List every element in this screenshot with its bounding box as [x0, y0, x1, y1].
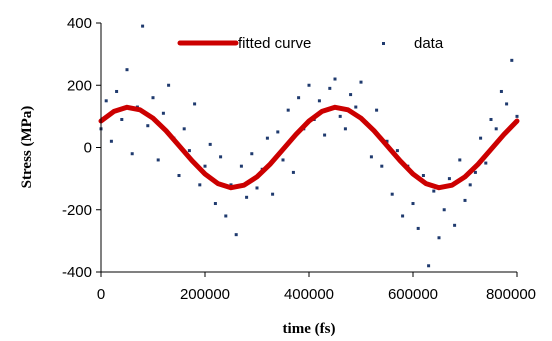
data-point	[281, 158, 285, 162]
data-point	[401, 214, 405, 218]
data-point	[369, 155, 373, 159]
data-point	[203, 164, 207, 168]
fitted-curve-line	[98, 104, 520, 191]
data-point	[416, 226, 420, 230]
data-point	[234, 233, 238, 237]
data-point	[494, 127, 498, 131]
data-point	[354, 105, 358, 109]
y-axis-title: Stress (MPa)	[19, 106, 35, 189]
data-point	[421, 174, 425, 178]
data-point	[291, 170, 295, 174]
data-point	[442, 208, 446, 212]
data-point	[333, 77, 337, 81]
data-point	[515, 114, 519, 118]
data-point	[161, 111, 165, 115]
data-point	[484, 161, 488, 165]
data-point	[317, 99, 321, 103]
data-point	[427, 264, 431, 268]
data-point	[343, 127, 347, 131]
legend: fitted curve data	[177, 35, 444, 52]
x-tick-label: 200000	[180, 286, 230, 303]
data-point	[156, 158, 160, 162]
data-point	[411, 202, 415, 206]
data-point	[323, 133, 327, 137]
data-point	[276, 130, 280, 134]
data-point	[109, 139, 113, 143]
data-point	[359, 80, 363, 84]
data-point	[239, 164, 243, 168]
data-point	[447, 177, 451, 181]
data-point	[187, 149, 191, 153]
data-point	[510, 58, 514, 62]
data-point	[198, 183, 202, 187]
y-tick-label: 400	[67, 15, 92, 32]
data-point	[349, 93, 353, 97]
data-point	[151, 96, 155, 100]
data-point	[395, 149, 399, 153]
x-tick-label: 400000	[284, 286, 334, 303]
data-point	[182, 127, 186, 131]
data-point	[245, 195, 249, 199]
data-point	[167, 83, 171, 87]
data-point	[265, 136, 269, 140]
data-point	[193, 102, 197, 106]
y-tick-label: 0	[84, 140, 92, 157]
data-point	[499, 89, 503, 93]
data-point	[505, 102, 509, 106]
data-point	[177, 174, 181, 178]
data-point	[468, 183, 472, 187]
data-point	[328, 86, 332, 90]
y-tick-labels: 400 200 0 -200 -400	[62, 15, 101, 281]
y-tick-label: 200	[67, 77, 92, 94]
data-points	[99, 24, 519, 268]
data-point	[380, 164, 384, 168]
data-point	[213, 202, 217, 206]
data-point	[458, 158, 462, 162]
data-point	[297, 96, 301, 100]
data-point	[453, 223, 457, 227]
axes	[100, 23, 517, 273]
data-point	[208, 142, 212, 146]
data-point	[307, 83, 311, 87]
x-axis-title: time (fs)	[283, 321, 336, 337]
data-point	[432, 189, 436, 193]
data-point	[104, 99, 108, 103]
data-point	[286, 108, 290, 112]
data-point	[385, 139, 389, 143]
data-point	[271, 192, 275, 196]
data-point	[463, 198, 467, 202]
data-point	[489, 117, 493, 121]
data-point	[120, 117, 124, 121]
data-point	[224, 214, 228, 218]
x-tick-label: 0	[97, 286, 105, 303]
data-point	[390, 192, 394, 196]
data-point	[255, 186, 259, 190]
data-point	[437, 236, 441, 240]
x-tick-label: 800000	[486, 286, 536, 303]
data-point	[375, 108, 379, 112]
data-point	[229, 183, 233, 187]
data-point	[473, 170, 477, 174]
data-point	[115, 89, 119, 93]
y-tick-label: -200	[62, 202, 92, 219]
data-point	[130, 152, 134, 156]
y-tick-label: -400	[62, 264, 92, 281]
legend-data-label: data	[414, 35, 444, 52]
legend-data-swatch	[382, 42, 385, 45]
data-point	[250, 152, 254, 156]
data-point	[125, 68, 129, 72]
x-tick-label: 600000	[388, 286, 438, 303]
data-point	[338, 114, 342, 118]
data-point	[219, 155, 223, 159]
data-point	[479, 136, 483, 140]
x-tick-labels: 0 200000 400000 600000 800000	[97, 272, 536, 303]
data-point	[146, 124, 150, 128]
data-point	[141, 24, 145, 28]
legend-fitted-curve-label: fitted curve	[238, 35, 311, 52]
